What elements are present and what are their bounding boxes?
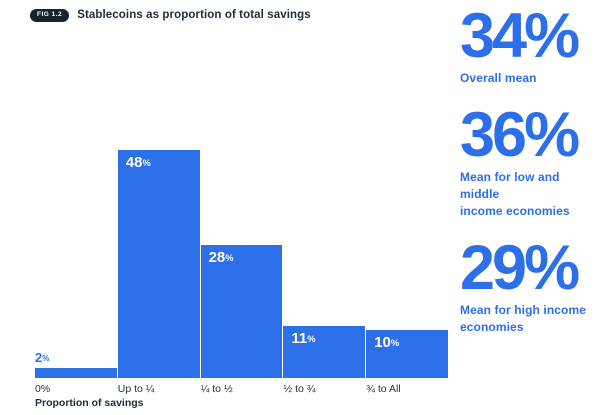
bar-chart: 2% 48% 28% 11% 10% xyxy=(35,140,448,378)
x-axis-tick-labels: 0% Up to ¼ ¼ to ½ ½ to ¾ ¾ to All xyxy=(35,383,448,395)
stat-value: 29% xyxy=(460,233,580,303)
percent-sign: % xyxy=(142,157,151,168)
stat-block: 29% Mean for high income economies xyxy=(460,237,598,336)
x-tick-label: ¾ to All xyxy=(366,383,401,395)
bar-value-label: 28% xyxy=(208,248,234,266)
stat-label: Mean for low and middle income economies xyxy=(460,170,570,218)
figure-title: Stablecoins as proportion of total savin… xyxy=(77,9,311,22)
stat-value: 34% xyxy=(460,1,580,71)
bar-value-label: 48% xyxy=(125,153,151,171)
bar-¾ to All: 10% xyxy=(366,330,448,378)
bar-Up to ¼: 48% xyxy=(117,149,200,378)
summary-stats-column: 34% Overall mean 36% Mean for low and middl… xyxy=(460,5,598,353)
figure-number-badge: FIG 1.2 xyxy=(30,9,70,22)
x-tick-label: 0% xyxy=(35,383,51,395)
percent-sign: % xyxy=(225,252,234,263)
percent-sign: % xyxy=(307,333,316,344)
x-tick-label: ¼ to ½ xyxy=(200,383,233,395)
x-axis-title: Proportion of savings xyxy=(35,397,144,409)
bar-¼ to ½: 28% xyxy=(200,244,283,378)
x-tick-label: ½ to ¾ xyxy=(283,383,316,395)
bar-value-label: 2% xyxy=(35,350,50,366)
percent-sign: % xyxy=(42,354,50,364)
bar-0%: 2% xyxy=(35,351,117,378)
stat-block: 34% Overall mean xyxy=(460,5,598,87)
stat-label: Mean for high income economies xyxy=(460,303,587,334)
stat-label: Overall mean xyxy=(460,71,537,85)
bar-½ to ¾: 11% xyxy=(283,325,366,378)
stat-value: 36% xyxy=(460,100,580,170)
bar-value-label: 11% xyxy=(291,329,316,347)
figure-header: FIG 1.2 Stablecoins as proportion of tot… xyxy=(30,9,311,22)
stat-block: 36% Mean for low and middle income economi… xyxy=(460,104,598,220)
x-tick-label: Up to ¼ xyxy=(117,383,155,395)
bar-value-label: 10% xyxy=(374,334,400,352)
percent-sign: % xyxy=(390,338,400,349)
